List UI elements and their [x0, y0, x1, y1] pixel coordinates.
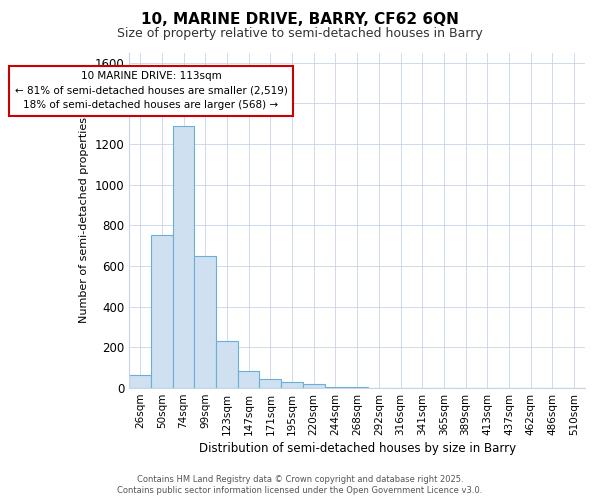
Text: 10, MARINE DRIVE, BARRY, CF62 6QN: 10, MARINE DRIVE, BARRY, CF62 6QN — [141, 12, 459, 28]
Bar — [259, 379, 281, 388]
Bar — [129, 375, 151, 388]
Text: Size of property relative to semi-detached houses in Barry: Size of property relative to semi-detach… — [117, 28, 483, 40]
X-axis label: Distribution of semi-detached houses by size in Barry: Distribution of semi-detached houses by … — [199, 442, 516, 455]
Bar — [216, 342, 238, 388]
Bar — [151, 234, 173, 388]
Bar — [281, 382, 303, 388]
Bar — [325, 387, 346, 388]
Text: Contains HM Land Registry data © Crown copyright and database right 2025.: Contains HM Land Registry data © Crown c… — [137, 475, 463, 484]
Bar — [303, 384, 325, 388]
Text: Contains public sector information licensed under the Open Government Licence v3: Contains public sector information licen… — [118, 486, 482, 495]
Bar — [173, 126, 194, 388]
Text: 10 MARINE DRIVE: 113sqm
← 81% of semi-detached houses are smaller (2,519)
18% of: 10 MARINE DRIVE: 113sqm ← 81% of semi-de… — [14, 71, 287, 110]
Bar — [238, 371, 259, 388]
Bar — [194, 256, 216, 388]
Y-axis label: Number of semi-detached properties: Number of semi-detached properties — [79, 118, 89, 324]
